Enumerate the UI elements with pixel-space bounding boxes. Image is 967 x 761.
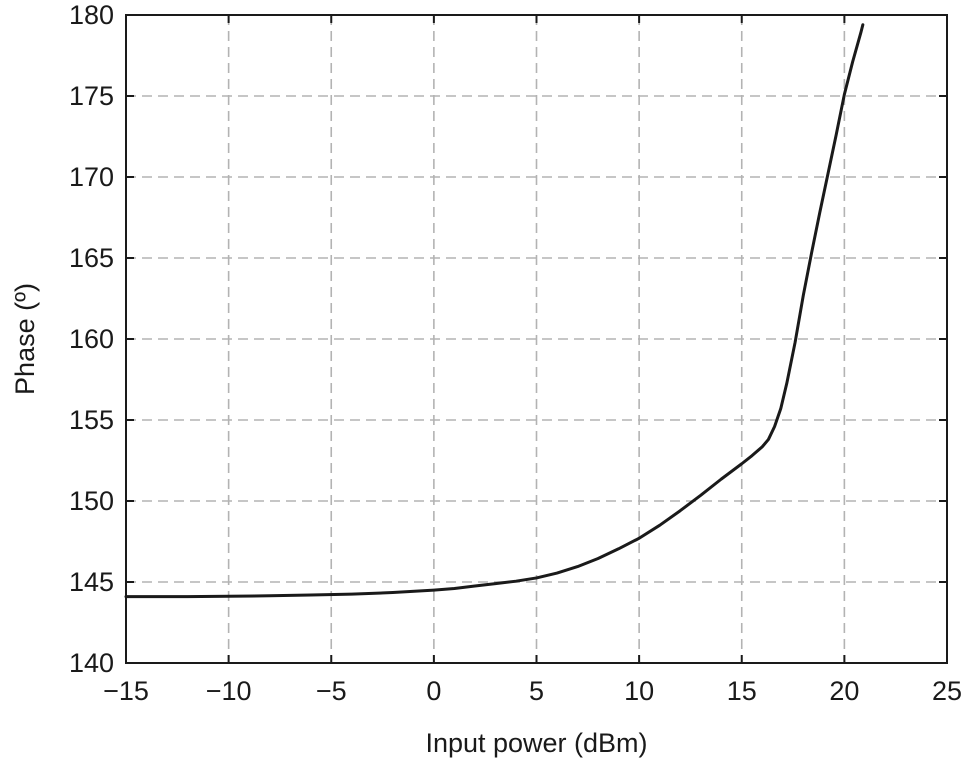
x-tick-label: −15 [103, 676, 149, 706]
y-tick-label: 145 [69, 567, 114, 597]
y-tick-label: 150 [69, 486, 114, 516]
x-tick-label: 15 [727, 676, 757, 706]
y-tick-labels: 140 145 150 155 160 165 170 175 180 [69, 0, 114, 678]
tick-marks [125, 14, 948, 664]
y-tick-label: 160 [69, 324, 114, 354]
y-tick-label: 175 [69, 81, 114, 111]
y-tick-label: 165 [69, 243, 114, 273]
x-tick-label: 25 [932, 676, 962, 706]
grid [126, 15, 947, 663]
y-tick-label: 180 [69, 0, 114, 30]
series-layer [124, 23, 865, 599]
x-tick-label: 5 [529, 676, 544, 706]
x-tick-label: −5 [316, 676, 347, 706]
phase-series-line [124, 23, 865, 599]
x-tick-label: 20 [829, 676, 859, 706]
y-axis-title: Phase (º) [10, 283, 40, 395]
y-tick-label: 140 [69, 648, 114, 678]
x-tick-labels: −15 −10 −5 0 5 10 15 20 25 [103, 676, 962, 706]
x-tick-label: 0 [426, 676, 441, 706]
x-tick-label: −10 [206, 676, 252, 706]
x-tick-label: 10 [624, 676, 654, 706]
y-tick-label: 155 [69, 405, 114, 435]
x-axis-title: Input power (dBm) [425, 728, 647, 758]
y-tick-label: 170 [69, 162, 114, 192]
